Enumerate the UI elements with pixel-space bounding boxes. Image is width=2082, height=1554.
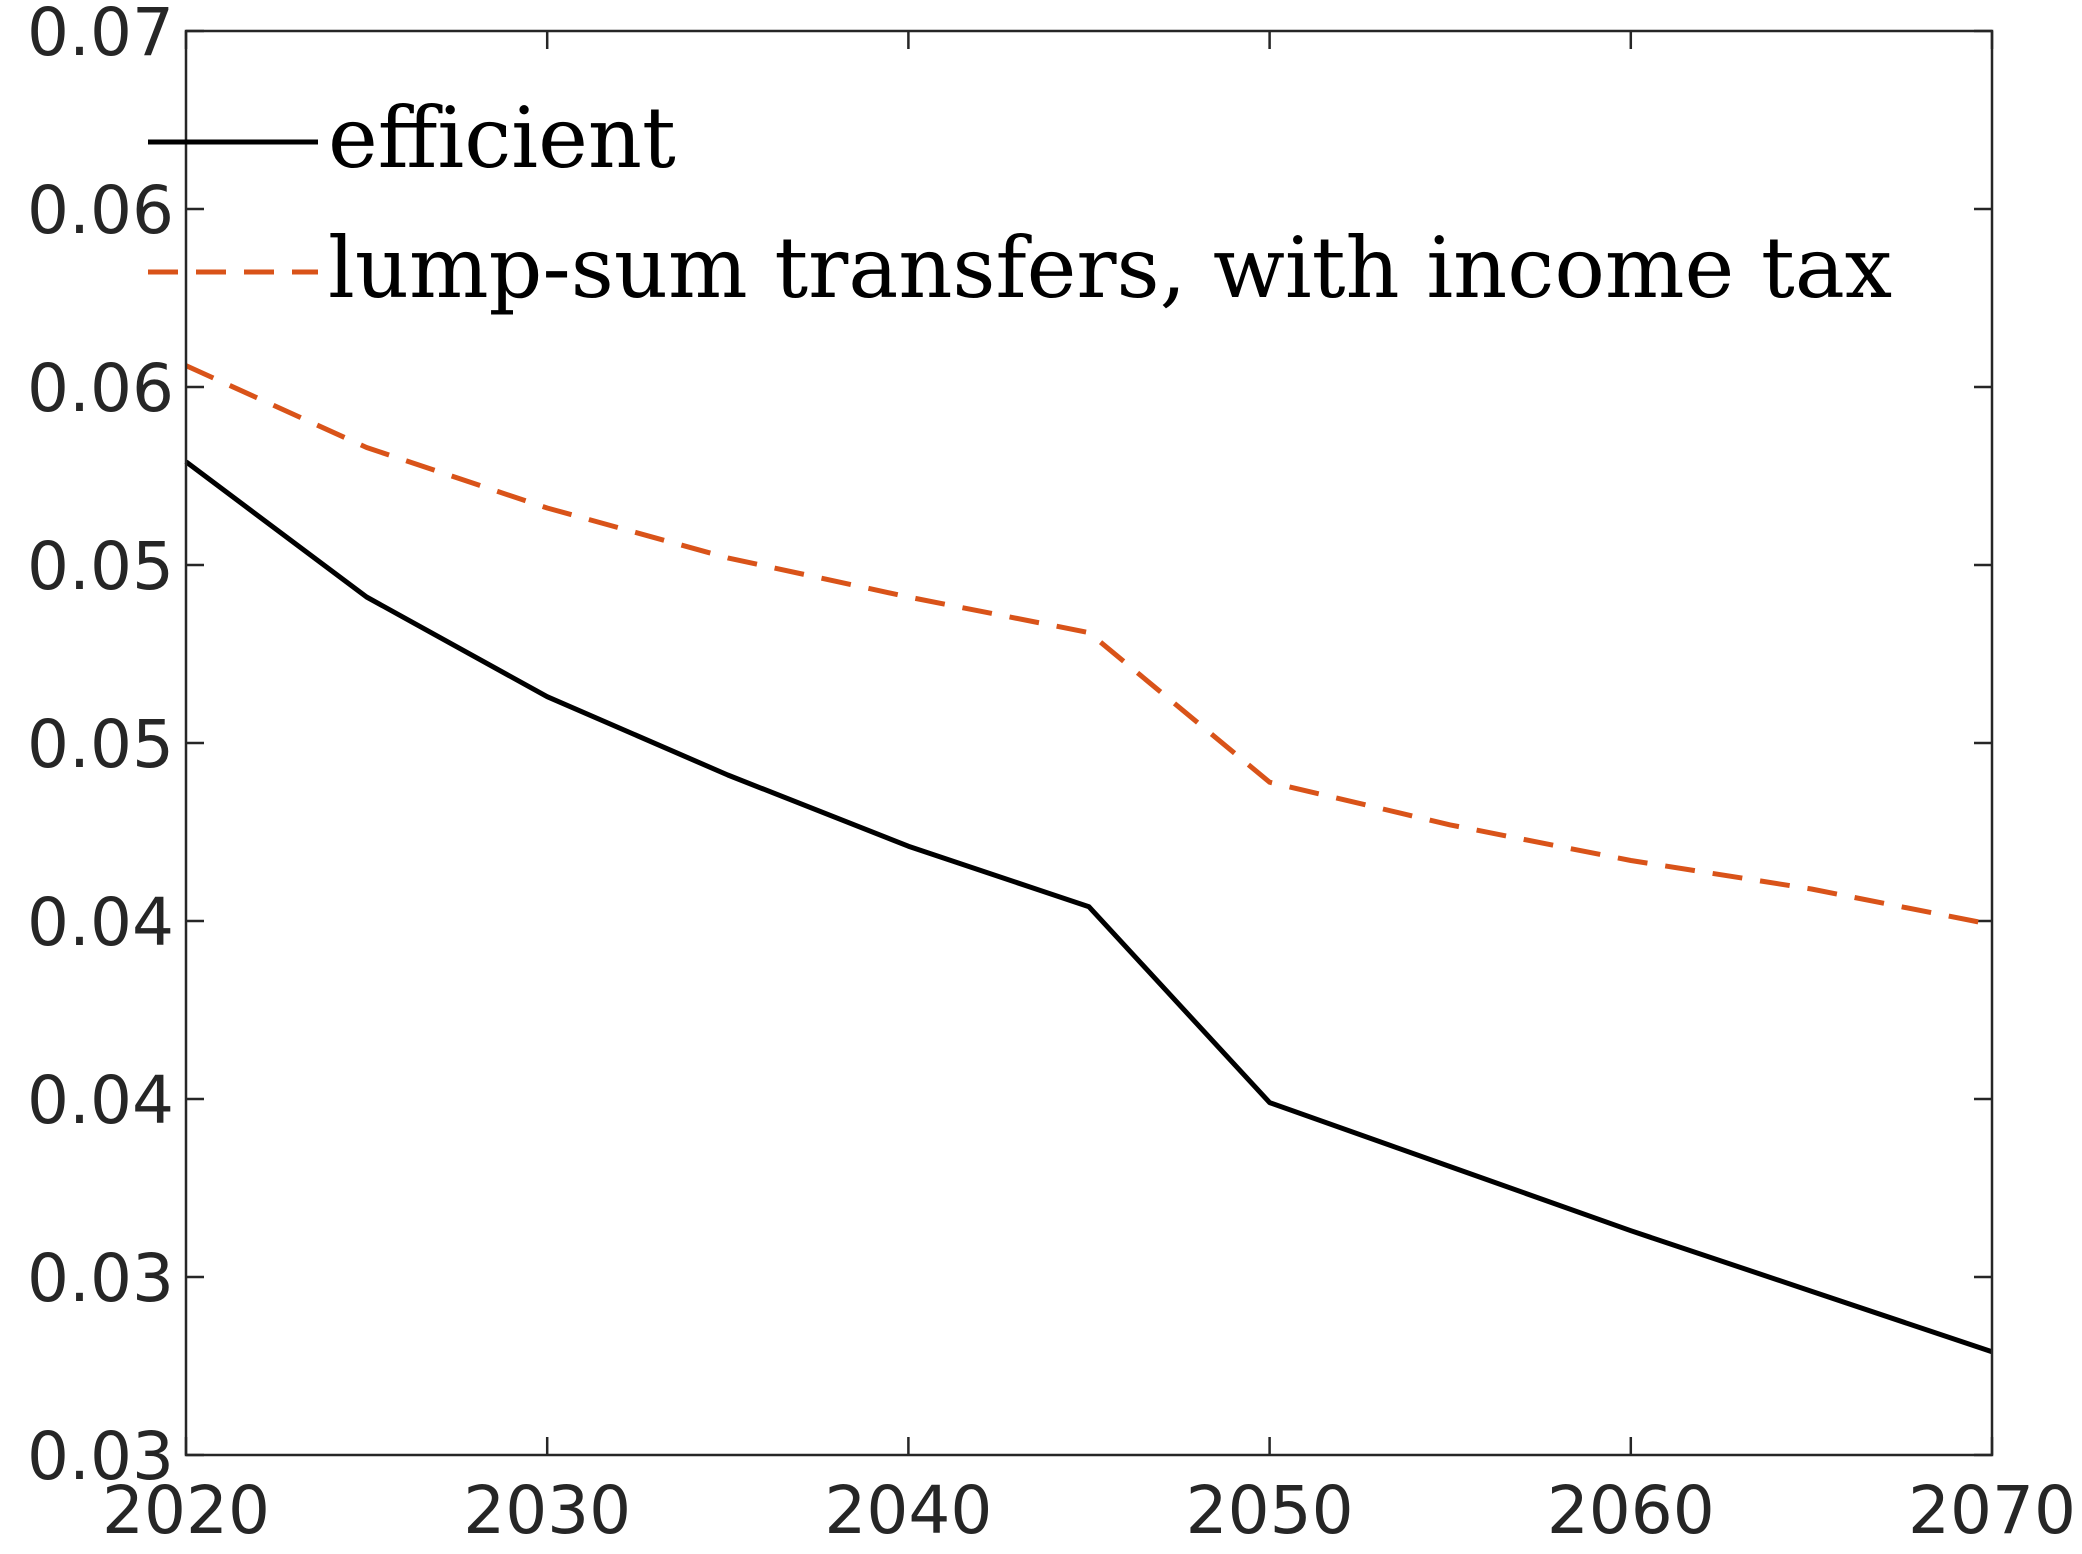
y-tick-label: 0.04 (27, 884, 174, 961)
x-tick-label: 2060 (1547, 1472, 1715, 1549)
series-line-lump-sum-transfers (184, 363, 1993, 928)
series-line-efficient (184, 459, 1993, 1355)
y-tick-label: 0.04 (27, 1062, 174, 1139)
legend-label: lump-sum transfers, with income tax (328, 219, 1892, 317)
x-tick-label: 2040 (824, 1472, 992, 1549)
y-tick-label: 0.06 (27, 350, 174, 427)
plot-area (184, 363, 1993, 1355)
y-axis: 0.03 0.03 0.04 0.04 0.05 0.05 0.06 0.06 0.07 (27, 0, 1992, 1495)
x-tick-label: 2070 (1908, 1472, 2076, 1549)
y-tick-label: 0.07 (27, 0, 174, 71)
y-tick-label: 0.06 (27, 172, 174, 249)
legend: efficient lump-sum transfers, with income… (148, 89, 1892, 317)
legend-label: efficient (328, 89, 676, 187)
x-axis: 2020 2030 2040 2050 2060 2070 (102, 31, 2076, 1549)
y-tick-label: 0.05 (27, 706, 174, 783)
x-tick-label: 2030 (463, 1472, 631, 1549)
x-tick-label: 2050 (1186, 1472, 1354, 1549)
x-tick-label: 2020 (102, 1472, 270, 1549)
plot-frame (184, 29, 1994, 1457)
y-tick-label: 0.03 (27, 1418, 174, 1495)
y-tick-label: 0.05 (27, 528, 174, 605)
y-tick-label: 0.03 (27, 1240, 174, 1317)
